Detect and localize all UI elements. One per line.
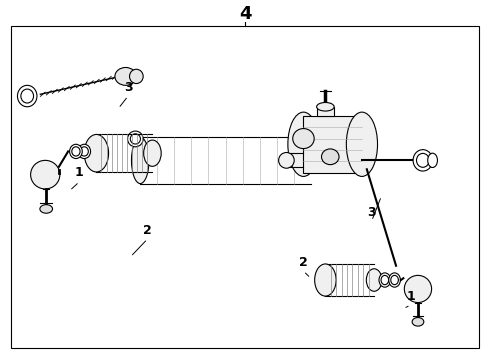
- Ellipse shape: [428, 153, 438, 167]
- Ellipse shape: [416, 153, 429, 167]
- Ellipse shape: [84, 134, 109, 172]
- Text: 4: 4: [239, 5, 251, 23]
- Text: 3: 3: [368, 206, 376, 219]
- Ellipse shape: [317, 103, 334, 111]
- Ellipse shape: [129, 69, 143, 84]
- Ellipse shape: [413, 150, 433, 171]
- Ellipse shape: [346, 112, 377, 176]
- Text: 3: 3: [124, 81, 132, 94]
- FancyBboxPatch shape: [317, 107, 334, 116]
- Ellipse shape: [30, 160, 60, 189]
- Ellipse shape: [279, 153, 294, 168]
- Ellipse shape: [315, 264, 336, 296]
- Ellipse shape: [379, 273, 391, 287]
- Ellipse shape: [321, 149, 339, 165]
- Text: 2: 2: [299, 256, 308, 269]
- Ellipse shape: [78, 144, 91, 158]
- Text: 2: 2: [143, 224, 152, 237]
- Ellipse shape: [80, 147, 88, 156]
- Ellipse shape: [381, 275, 389, 285]
- Ellipse shape: [130, 134, 141, 144]
- Ellipse shape: [389, 273, 400, 287]
- Ellipse shape: [404, 275, 432, 302]
- Ellipse shape: [115, 67, 136, 85]
- Ellipse shape: [412, 318, 424, 326]
- Ellipse shape: [131, 137, 149, 184]
- Ellipse shape: [144, 140, 161, 166]
- Ellipse shape: [367, 269, 382, 291]
- Ellipse shape: [391, 275, 398, 285]
- Text: 1: 1: [406, 289, 415, 303]
- Ellipse shape: [40, 204, 52, 213]
- Text: 1: 1: [75, 166, 84, 179]
- Ellipse shape: [70, 144, 82, 158]
- Ellipse shape: [293, 129, 314, 149]
- Ellipse shape: [21, 89, 33, 103]
- Ellipse shape: [72, 147, 80, 156]
- Ellipse shape: [288, 112, 319, 176]
- Ellipse shape: [18, 85, 37, 107]
- Ellipse shape: [127, 131, 143, 147]
- FancyBboxPatch shape: [303, 116, 362, 173]
